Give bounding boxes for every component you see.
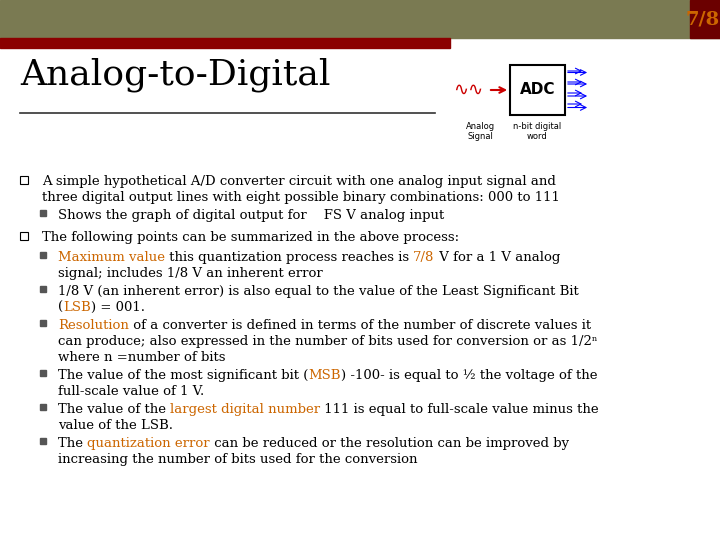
Bar	[0, 38, 450, 48]
Text: ADC: ADC	[520, 83, 555, 98]
Text: three digital output lines with eight possible binary combinations: 000 to 111: three digital output lines with eight po…	[42, 191, 560, 204]
Text: Maximum value: Maximum value	[58, 251, 165, 264]
Bar	[40, 210, 46, 216]
Text: Resolution: Resolution	[58, 319, 129, 332]
Text: ) -100- is equal to ½ the voltage of the: ) -100- is equal to ½ the voltage of the	[341, 369, 598, 382]
Bar	[40, 252, 46, 258]
Text: 7/8: 7/8	[686, 10, 720, 28]
Bar	[40, 286, 46, 292]
Text: A simple hypothetical A/D converter circuit with one analog input signal and: A simple hypothetical A/D converter circ…	[42, 175, 556, 188]
Text: full-scale value of 1 V.: full-scale value of 1 V.	[58, 385, 204, 398]
Text: LSB: LSB	[63, 301, 91, 314]
Bar	[40, 438, 46, 444]
Text: where n =number of bits: where n =number of bits	[58, 351, 225, 364]
Bar	[510, 65, 565, 115]
Text: Analog-to-Digital: Analog-to-Digital	[20, 58, 330, 92]
Text: ) = 001.: ) = 001.	[91, 301, 145, 314]
Text: The: The	[58, 437, 87, 450]
Bar	[0, 0, 720, 38]
Text: can produce; also expressed in the number of bits used for conversion or as 1/2ⁿ: can produce; also expressed in the numbe…	[58, 335, 598, 348]
Text: Analog
Signal: Analog Signal	[465, 122, 495, 141]
Text: ∿∿: ∿∿	[453, 81, 483, 99]
Text: 111 is equal to full-scale value minus the: 111 is equal to full-scale value minus t…	[320, 403, 599, 416]
Text: The value of the most significant bit (: The value of the most significant bit (	[58, 369, 308, 382]
Text: n-bit digital
word: n-bit digital word	[513, 122, 561, 141]
Text: The following points can be summarized in the above process:: The following points can be summarized i…	[42, 231, 459, 244]
Text: (: (	[58, 301, 63, 314]
Bar	[690, 0, 720, 38]
Text: increasing the number of bits used for the conversion: increasing the number of bits used for t…	[58, 453, 418, 466]
Bar	[20, 232, 28, 240]
Text: signal; includes 1/8 V an inherent error: signal; includes 1/8 V an inherent error	[58, 267, 323, 280]
Bar	[20, 176, 28, 184]
Text: Shows the graph of digital output for    FS V analog input: Shows the graph of digital output for FS…	[58, 209, 444, 222]
Text: of a converter is defined in terms of the number of discrete values it: of a converter is defined in terms of th…	[129, 319, 591, 332]
Text: V for a 1 V analog: V for a 1 V analog	[435, 251, 560, 264]
Text: can be reduced or the resolution can be improved by: can be reduced or the resolution can be …	[210, 437, 569, 450]
Text: largest digital number: largest digital number	[170, 403, 320, 416]
Text: The value of the: The value of the	[58, 403, 170, 416]
Text: 1/8 V (an inherent error) is also equal to the value of the Least Significant Bi: 1/8 V (an inherent error) is also equal …	[58, 285, 579, 298]
Text: this quantization process reaches is: this quantization process reaches is	[165, 251, 413, 264]
Bar	[40, 320, 46, 326]
Text: value of the LSB.: value of the LSB.	[58, 419, 173, 432]
Text: MSB: MSB	[308, 369, 341, 382]
Text: 7/8: 7/8	[413, 251, 435, 264]
Text: quantization error: quantization error	[87, 437, 210, 450]
Bar	[40, 404, 46, 410]
Bar	[40, 370, 46, 376]
